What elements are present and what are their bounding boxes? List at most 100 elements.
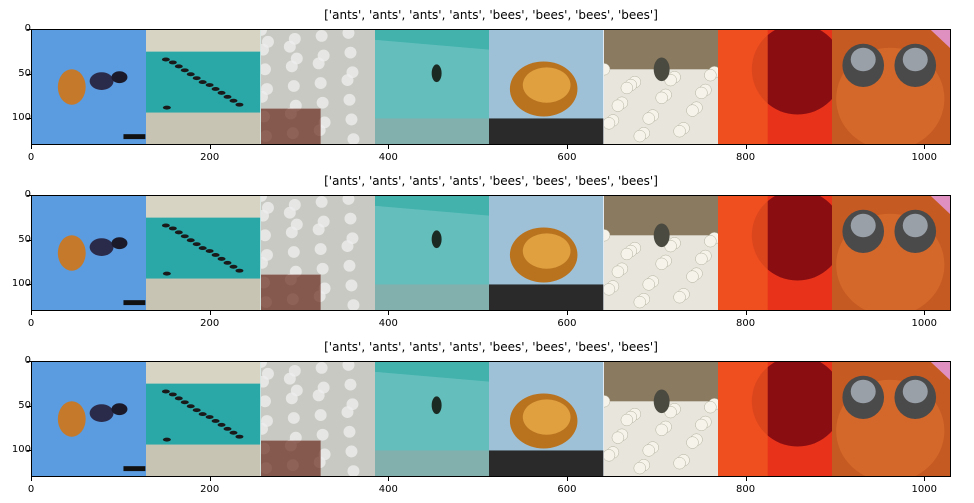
tile-subject [603, 196, 718, 309]
image-tile [603, 362, 718, 476]
y-tick-label: 100 [11, 112, 31, 124]
x-tick-label: 1000 [911, 484, 937, 495]
x-tick-label: 1000 [911, 318, 937, 329]
image-tile [32, 196, 147, 310]
image-tile [32, 30, 147, 144]
image-tile [603, 30, 718, 144]
tile-image [374, 362, 490, 476]
x-tick-mark [924, 311, 926, 315]
x-tick-mark [388, 311, 390, 315]
y-tick-label: 50 [18, 233, 31, 245]
x-tick-label: 200 [200, 318, 220, 329]
tile-subject [146, 196, 261, 310]
tile-image [32, 30, 147, 144]
tile-image [489, 30, 604, 144]
tile-subject [489, 393, 604, 476]
x-tick-label: 0 [27, 318, 35, 329]
tile-image [374, 196, 490, 310]
tile-image [489, 362, 604, 476]
tile-image [32, 362, 147, 476]
y-tick-mark [27, 284, 31, 286]
image-tile [260, 362, 375, 476]
image-axes [31, 195, 951, 311]
x-tick-label: 600 [557, 152, 577, 163]
tile-subject [260, 362, 360, 476]
tile-image [146, 30, 261, 144]
image-tile [374, 196, 490, 310]
tile-image [832, 196, 950, 310]
y-tick-mark [27, 195, 31, 196]
x-tick-mark [745, 145, 747, 149]
image-tile [832, 30, 950, 144]
image-tile [260, 30, 375, 144]
x-tick-label: 400 [378, 318, 398, 329]
figure-panel: ['ants', 'ants', 'ants', 'ants', 'bees',… [0, 166, 974, 332]
x-tick-mark [388, 477, 390, 481]
tile-subject [717, 196, 833, 310]
x-tick-label: 200 [200, 484, 220, 495]
x-tick-label: 0 [27, 152, 35, 163]
chart-title: ['ants', 'ants', 'ants', 'ants', 'bees',… [324, 8, 658, 22]
tile-subject [374, 371, 490, 476]
x-tick-label: 800 [736, 484, 756, 495]
tile-subject [57, 69, 146, 140]
x-tick-mark [566, 145, 568, 149]
image-tile [489, 196, 604, 310]
image-tile [832, 196, 950, 310]
y-tick-label: 50 [18, 399, 31, 411]
image-tile [717, 196, 833, 310]
y-tick-label: 0 [24, 23, 31, 34]
x-tick-label: 800 [736, 152, 756, 163]
x-tick-label: 0 [27, 484, 35, 495]
y-tick-mark [27, 405, 31, 407]
figure-panel: ['ants', 'ants', 'ants', 'ants', 'bees',… [0, 332, 974, 498]
x-tick-label: 600 [557, 318, 577, 329]
tile-subject [489, 227, 604, 310]
x-tick-mark [924, 477, 926, 481]
tile-subject [374, 39, 490, 144]
image-tile [32, 362, 147, 476]
x-tick-mark [209, 311, 211, 315]
tile-image [374, 30, 490, 144]
tile-subject [717, 30, 833, 144]
y-tick-label: 100 [11, 444, 31, 456]
tile-subject [836, 196, 950, 310]
y-tick-mark [27, 73, 31, 75]
y-tick-label: 100 [11, 278, 31, 290]
tile-subject [146, 30, 261, 144]
tile-image [832, 362, 950, 476]
image-axes [31, 29, 951, 145]
image-tile [489, 362, 604, 476]
x-tick-label: 200 [200, 152, 220, 163]
tile-image [717, 362, 833, 476]
x-tick-mark [745, 477, 747, 481]
x-tick-mark [31, 145, 32, 149]
tile-subject [603, 30, 718, 143]
tile-subject [146, 362, 261, 476]
tile-subject [57, 401, 146, 472]
x-tick-label: 800 [736, 318, 756, 329]
tile-subject [260, 196, 360, 310]
x-tick-mark [31, 477, 32, 481]
x-tick-mark [745, 311, 747, 315]
image-tile [260, 196, 375, 310]
y-tick-mark [27, 118, 31, 120]
x-tick-label: 1000 [911, 152, 937, 163]
tile-subject [717, 362, 833, 476]
tile-image [489, 196, 604, 310]
tile-background [32, 30, 147, 144]
y-tick-label: 0 [24, 355, 31, 366]
tile-subject [603, 362, 718, 475]
tile-image [603, 362, 718, 476]
image-tile [832, 362, 950, 476]
image-tile [489, 30, 604, 144]
x-tick-mark [566, 477, 568, 481]
image-tile [146, 30, 261, 144]
x-tick-mark [209, 145, 211, 149]
y-tick-label: 50 [18, 67, 31, 79]
tile-subject [57, 235, 146, 306]
figure-panel: ['ants', 'ants', 'ants', 'ants', 'bees',… [0, 0, 974, 166]
x-tick-label: 400 [378, 152, 398, 163]
tile-subject [836, 30, 950, 144]
x-tick-mark [209, 477, 211, 481]
